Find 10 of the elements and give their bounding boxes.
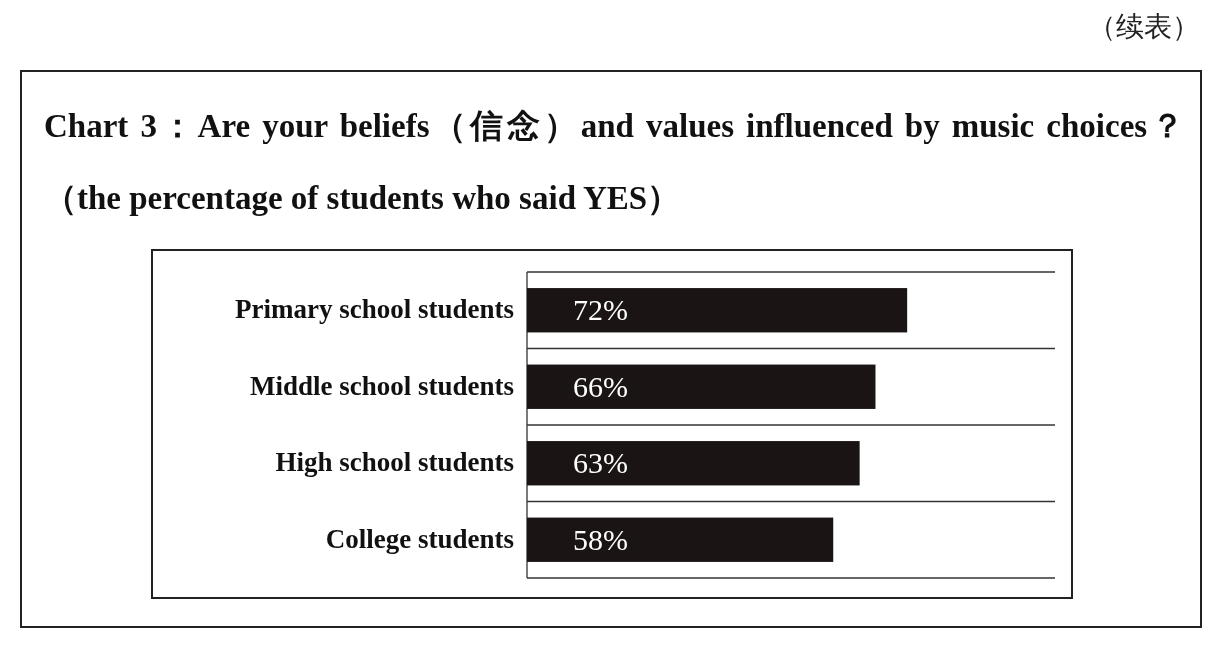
chart-title: Chart 3：Are your beliefs（信念）and values influenced by music choices？（the percentage of students who said YES）: [44, 107, 1184, 218]
data-label: 63%: [573, 446, 628, 480]
y-tick-label: Primary school students: [235, 294, 514, 325]
data-label: 58%: [573, 522, 628, 556]
y-tick-label: Middle school students: [249, 370, 514, 401]
text: （续表）: [1088, 10, 1200, 44]
y-tick-label: College students: [325, 523, 514, 554]
data-label: 66%: [573, 369, 628, 403]
y-tick-label: High school students: [275, 447, 514, 478]
data-label: 72%: [573, 293, 628, 327]
